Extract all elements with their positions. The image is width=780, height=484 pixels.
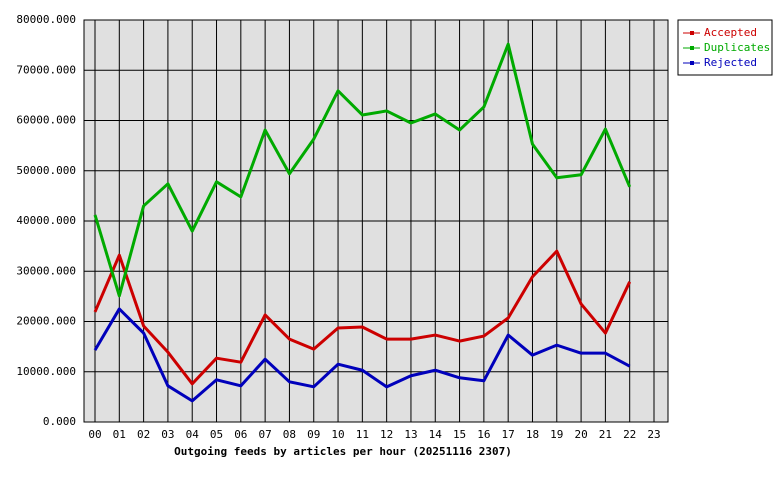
x-tick-label: 08 <box>283 428 296 441</box>
x-tick-label: 12 <box>380 428 393 441</box>
x-tick-label: 05 <box>210 428 223 441</box>
y-tick-label: 30000.000 <box>16 264 76 277</box>
x-tick-label: 03 <box>161 428 174 441</box>
x-tick-label: 21 <box>599 428 612 441</box>
x-tick-label: 20 <box>574 428 587 441</box>
legend-dot <box>690 31 694 35</box>
x-tick-label: 17 <box>502 428 515 441</box>
x-tick-label: 15 <box>453 428 466 441</box>
x-tick-label: 22 <box>623 428 636 441</box>
y-tick-label: 20000.000 <box>16 315 76 328</box>
x-tick-label: 02 <box>137 428 150 441</box>
x-tick-label: 07 <box>259 428 272 441</box>
x-tick-label: 06 <box>234 428 247 441</box>
x-tick-label: 00 <box>88 428 101 441</box>
y-tick-label: 70000.000 <box>16 63 76 76</box>
chart-title: Outgoing feeds by articles per hour (202… <box>174 445 512 458</box>
y-tick-label: 50000.000 <box>16 164 76 177</box>
series-line <box>93 42 632 298</box>
legend-label: Duplicates <box>704 41 770 54</box>
plot-border <box>83 19 669 423</box>
legend-dot <box>690 46 694 50</box>
x-tick-label: 11 <box>356 428 369 441</box>
x-tick-label: 04 <box>186 428 200 441</box>
y-tick-label: 60000.000 <box>16 114 76 127</box>
y-tick-label: 80000.000 <box>16 13 76 26</box>
y-tick-label: 0.000 <box>43 415 76 428</box>
series-line <box>93 249 632 386</box>
legend: Accepted Duplicates Rejected <box>677 19 773 76</box>
x-tick-label: 10 <box>331 428 344 441</box>
x-tick-label: 16 <box>477 428 490 441</box>
x-tick-label: 19 <box>550 428 563 441</box>
x-tick-label: 13 <box>404 428 417 441</box>
legend-dot <box>690 61 694 65</box>
y-tick-label: 40000.000 <box>16 214 76 227</box>
x-tick-label: 23 <box>647 428 660 441</box>
lines <box>93 42 632 403</box>
x-tick-label: 14 <box>429 428 443 441</box>
x-tick-label: 01 <box>113 428 126 441</box>
x-tick-label: 09 <box>307 428 320 441</box>
legend-label: Rejected <box>704 56 757 69</box>
legend-label: Accepted <box>704 26 757 39</box>
series-line <box>93 307 631 403</box>
x-tick-label: 18 <box>526 428 539 441</box>
y-tick-label: 10000.000 <box>16 365 76 378</box>
